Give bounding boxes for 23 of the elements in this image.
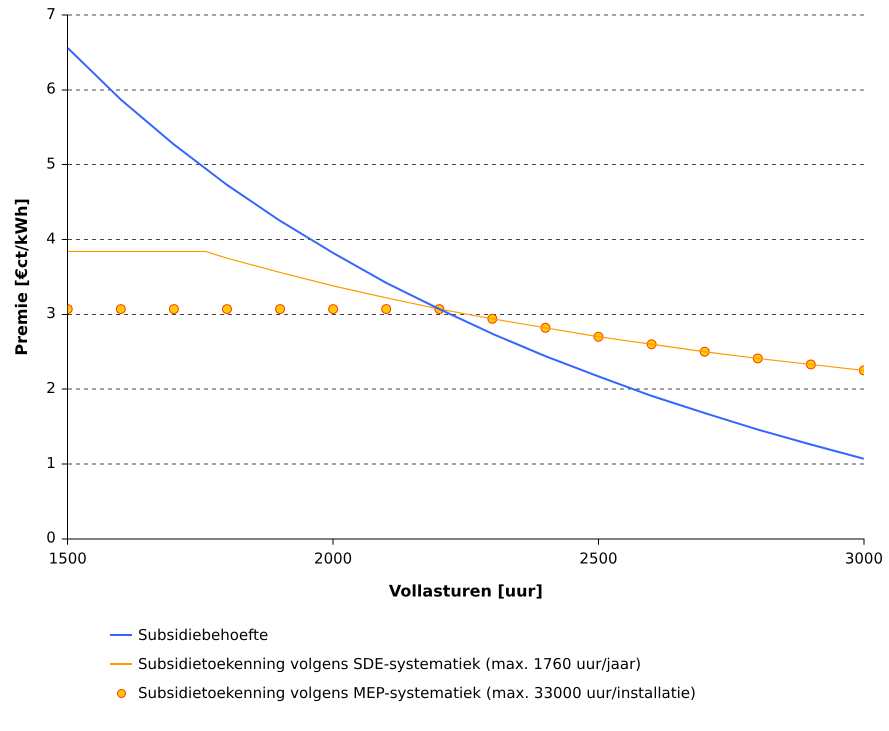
- y-tick-label: 5: [46, 154, 56, 173]
- x-tick-label: 1500: [48, 550, 87, 568]
- y-tick-label: 6: [46, 80, 56, 98]
- y-tick-label: 0: [46, 528, 56, 547]
- x-axis-title: Vollasturen [uur]: [388, 582, 543, 601]
- x-tick-label: 2500: [579, 550, 618, 568]
- point: [222, 304, 232, 314]
- point: [381, 304, 392, 314]
- y-tick-label: 3: [46, 304, 56, 322]
- x-tick-label: 3000: [844, 550, 884, 568]
- point: [168, 304, 179, 314]
- legend-label: Subsidietoekenning volgens MEP-systematiek (max. 33000 uur/installatie): [138, 684, 696, 702]
- y-tick-label: 2: [46, 379, 56, 398]
- legend-label: Subsidietoekenning volgens SDE-systematiek (max. 1760 uur/jaar): [138, 654, 642, 672]
- x-tick-label: 2000: [314, 550, 352, 568]
- point: [275, 304, 286, 314]
- y-tick-label: 4: [46, 229, 56, 248]
- y-tick-label: 7: [46, 4, 56, 23]
- point: [328, 304, 338, 314]
- point: [116, 304, 126, 314]
- y-tick-label: 1: [46, 454, 56, 472]
- y-axis-title: Premie [€ct/kWh]: [12, 198, 31, 356]
- legend-label: Subsidiebehoefte: [138, 626, 268, 644]
